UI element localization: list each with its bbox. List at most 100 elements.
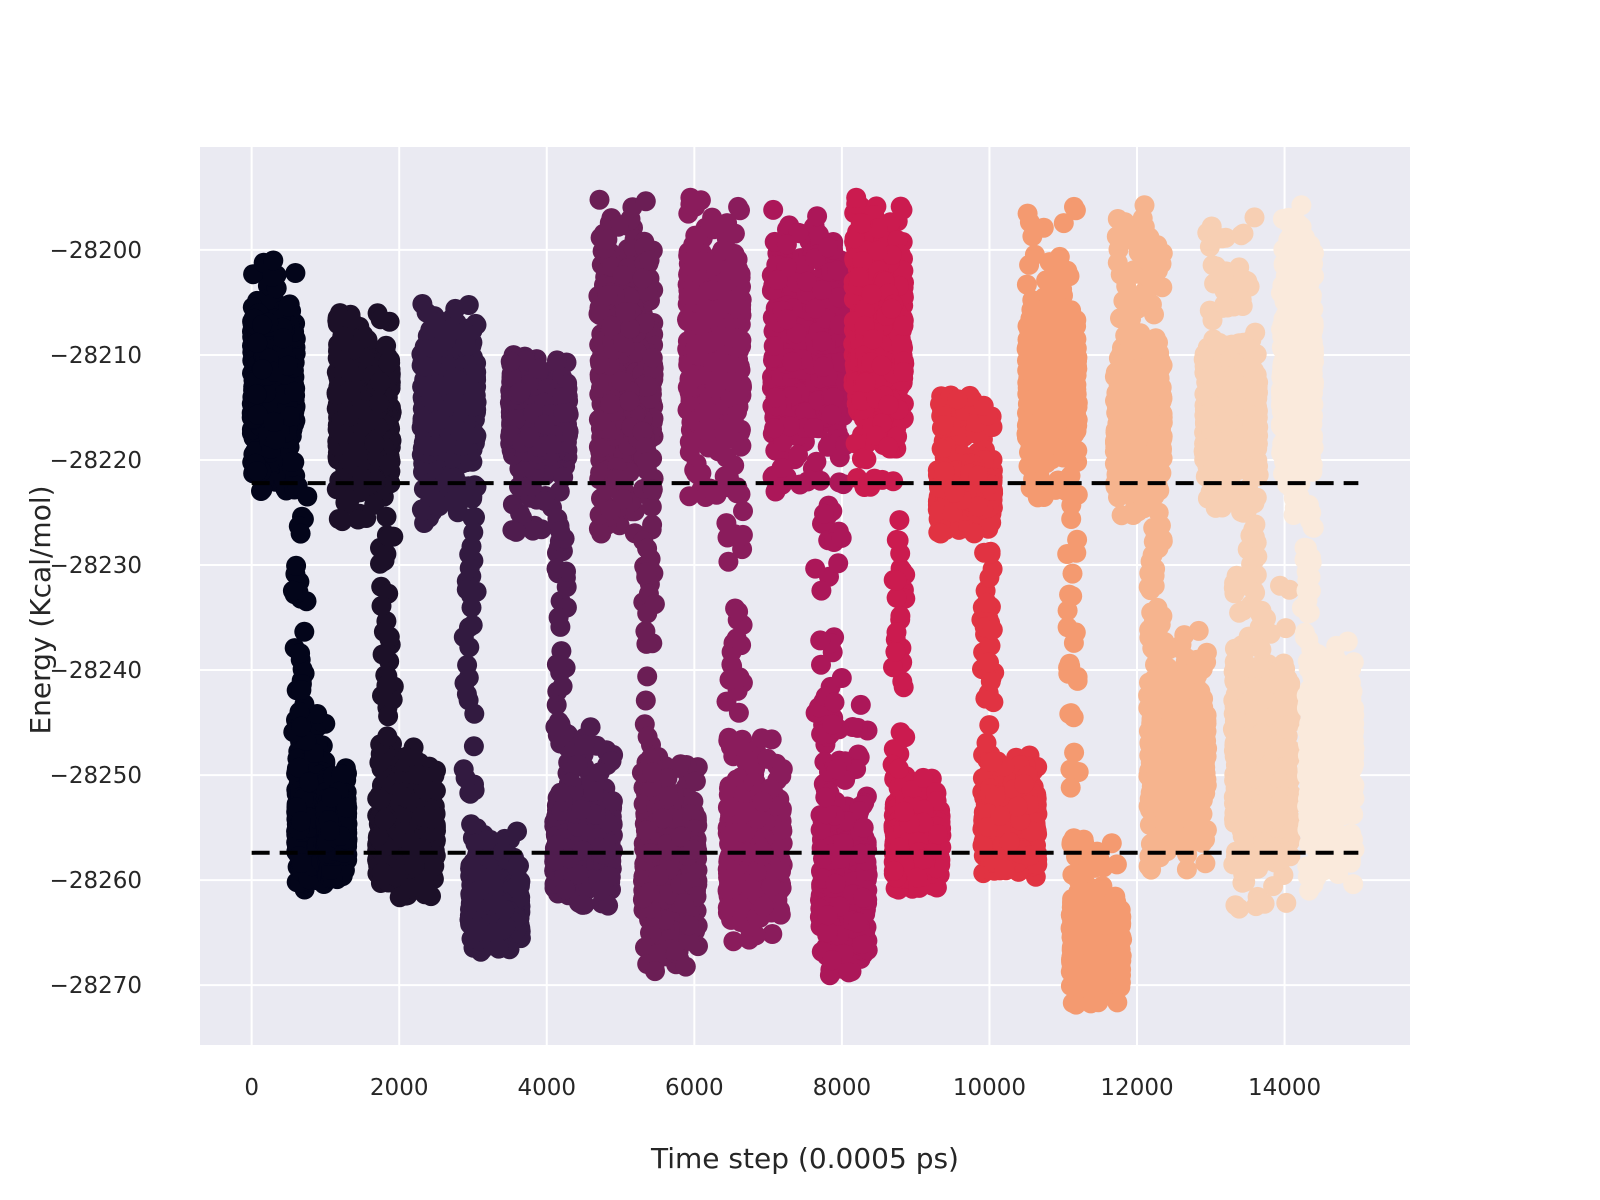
data-point (510, 871, 531, 892)
data-point (462, 381, 483, 401)
data-point (364, 434, 385, 454)
data-point (461, 814, 482, 835)
data-point (291, 853, 312, 873)
data-point (506, 521, 527, 542)
data-point (379, 454, 399, 475)
data-point (282, 451, 302, 472)
data-point (286, 555, 307, 576)
data-point (413, 766, 434, 787)
series-segment-1 (241, 250, 358, 900)
data-point (386, 866, 406, 887)
data-point (331, 764, 352, 785)
data-point (507, 821, 527, 842)
data-point (567, 754, 588, 775)
data-point (339, 359, 359, 380)
data-point (374, 550, 395, 571)
data-point (555, 879, 576, 900)
data-point (320, 820, 340, 841)
data-point (336, 797, 357, 818)
data-point (460, 855, 481, 876)
data-point (500, 351, 521, 372)
data-point (580, 717, 601, 738)
data-point (278, 296, 299, 317)
data-point (282, 580, 303, 601)
data-point (376, 506, 397, 527)
data-point (376, 675, 397, 696)
data-point (252, 314, 273, 335)
data-point (571, 799, 592, 820)
data-point (299, 772, 320, 793)
data-point (424, 436, 444, 457)
data-point (372, 644, 393, 665)
data-point (510, 382, 531, 403)
data-point (400, 832, 421, 853)
data-point (464, 703, 485, 724)
data-point (404, 856, 425, 876)
data-point (327, 307, 348, 328)
data-point (291, 811, 311, 832)
data-point (550, 782, 571, 803)
scatter-points (241, 187, 1365, 1015)
data-point (553, 403, 574, 423)
data-point (352, 399, 372, 420)
data-point (247, 404, 268, 425)
data-point (377, 726, 398, 747)
data-point (429, 319, 450, 339)
data-point (546, 558, 567, 579)
data-point (370, 372, 391, 392)
data-point (265, 429, 286, 450)
data-point (476, 830, 497, 851)
data-point (591, 880, 611, 901)
data-point (460, 783, 481, 804)
data-point (279, 406, 300, 427)
data-point (459, 558, 480, 579)
data-point (488, 938, 509, 959)
data-point (463, 736, 484, 757)
data-point (528, 358, 549, 379)
data-point (278, 355, 298, 376)
data-point (414, 356, 434, 377)
data-point (263, 250, 284, 271)
data-point (371, 596, 392, 616)
data-point (521, 476, 542, 497)
data-point (247, 332, 268, 353)
data-point (552, 676, 573, 697)
data-point (541, 434, 562, 455)
data-point (444, 415, 465, 436)
data-point (291, 716, 312, 737)
data-point (262, 266, 283, 287)
data-point (379, 626, 400, 647)
data-point (378, 706, 399, 727)
data-point (549, 717, 570, 737)
data-point (547, 350, 567, 371)
data-point (422, 808, 442, 829)
data-point (291, 680, 312, 700)
data-point (461, 585, 482, 606)
data-point (332, 326, 353, 347)
data-point (574, 734, 595, 755)
data-point (519, 427, 540, 448)
data-point (403, 747, 424, 768)
data-point (333, 424, 354, 445)
data-point (461, 536, 482, 557)
data-point (370, 789, 391, 810)
data-point (416, 302, 437, 323)
data-point (352, 468, 373, 489)
data-point (546, 654, 567, 675)
data-point (290, 523, 311, 544)
data-point (458, 295, 479, 315)
data-point (376, 335, 397, 356)
data-point (284, 381, 305, 402)
data-point (487, 894, 508, 914)
data-point (572, 894, 593, 915)
data-point (273, 328, 293, 349)
data-point (457, 324, 478, 345)
data-point (263, 411, 284, 432)
data-point (369, 393, 389, 414)
data-point (583, 781, 604, 802)
data-point (602, 791, 623, 812)
data-point (550, 521, 571, 541)
data-point (340, 381, 361, 402)
data-point (285, 263, 306, 283)
